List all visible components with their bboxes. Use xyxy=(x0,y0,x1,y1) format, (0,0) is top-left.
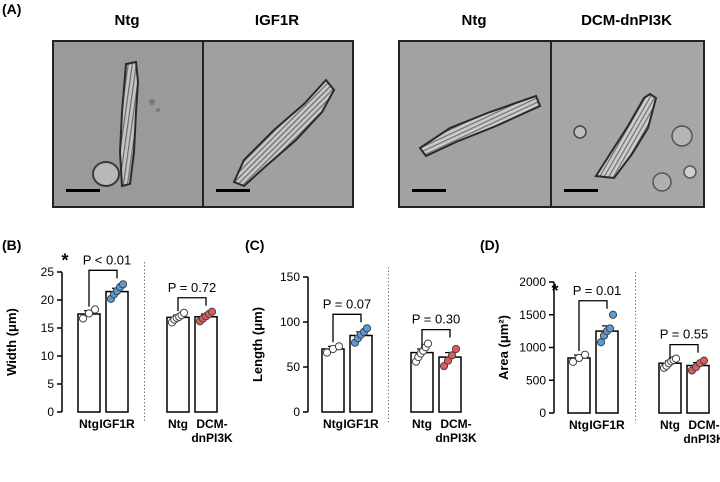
data-point xyxy=(84,309,94,318)
micrograph-dcm-dnpi3k xyxy=(550,40,705,208)
y-tick-label: 1000 xyxy=(519,341,546,355)
x-tick-label: Ntg xyxy=(569,418,589,432)
micrograph-ntg-2 xyxy=(398,40,552,208)
data-point xyxy=(179,308,189,317)
micrograph-title-dcm-dnpi3k: DCM-dnPI3K xyxy=(581,12,672,29)
p-value-label: P = 0.72 xyxy=(168,280,217,295)
data-point xyxy=(439,362,449,371)
p-value-label: P = 0.07 xyxy=(323,296,372,311)
data-point xyxy=(334,342,344,351)
micrograph-title-ntg-1: Ntg xyxy=(114,12,140,29)
data-point xyxy=(608,310,618,319)
data-point xyxy=(568,357,578,367)
significance-bracket xyxy=(578,300,608,352)
data-point xyxy=(362,324,372,333)
y-tick-label: 15 xyxy=(41,321,55,335)
y-tick-label: 150 xyxy=(280,270,300,284)
x-tick-label: Ntg xyxy=(412,417,432,431)
p-value-label: P = 0.01 xyxy=(573,283,622,298)
cardiomyocyte-image xyxy=(92,60,160,188)
panel-b-letter: (B) xyxy=(2,237,22,253)
cardiomyocyte-image xyxy=(232,78,336,188)
x-tick-label: Ntg xyxy=(660,418,680,432)
significance-star: * xyxy=(61,250,68,270)
significance-star: * xyxy=(551,281,558,301)
panel-d-letter: (D) xyxy=(480,237,500,253)
y-tick-label: 0 xyxy=(539,406,546,420)
x-tick-label: DCM- xyxy=(196,417,227,431)
data-point xyxy=(207,307,217,316)
micrograph-title-igf1r: IGF1R xyxy=(254,12,300,29)
bar xyxy=(166,316,190,413)
data-point xyxy=(580,350,590,359)
data-point xyxy=(443,356,453,365)
x-tick-label: IGF1R xyxy=(343,417,379,431)
p-value-label: P < 0.01 xyxy=(83,252,132,267)
scale-bar xyxy=(66,189,100,192)
y-tick-label: 100 xyxy=(280,315,300,329)
cardiomyocyte-image xyxy=(573,92,697,192)
micrograph-title-ntg-2: Ntg xyxy=(461,12,487,29)
panel-a-letter: (A) xyxy=(2,1,22,17)
x-tick-label: dnPI3K xyxy=(435,431,477,445)
data-point xyxy=(90,305,100,314)
x-tick-label: dnPI3K xyxy=(191,431,233,445)
data-point xyxy=(118,280,128,289)
x-tick-label: Ntg xyxy=(79,417,99,431)
data-point xyxy=(699,356,709,365)
y-tick-label: 1500 xyxy=(519,308,546,322)
x-tick-label: IGF1R xyxy=(99,417,135,431)
y-axis-label: Area (μm²) xyxy=(496,315,511,380)
y-tick-label: 50 xyxy=(287,360,301,374)
scale-bar xyxy=(412,189,446,192)
data-point xyxy=(671,354,681,363)
x-tick-label: DCM- xyxy=(688,418,719,432)
x-tick-label: Ntg xyxy=(168,417,188,431)
x-tick-label: dnPI3K xyxy=(683,432,720,446)
y-axis-label: Width (μm) xyxy=(4,308,19,376)
x-tick-label: Ntg xyxy=(323,417,343,431)
x-tick-label: IGF1R xyxy=(589,418,625,432)
y-tick-label: 20 xyxy=(41,293,55,307)
y-tick-label: 5 xyxy=(47,377,54,391)
y-axis-label: Length (μm) xyxy=(250,307,265,382)
y-tick-label: 25 xyxy=(41,265,55,279)
data-point xyxy=(451,344,461,354)
bar xyxy=(349,334,373,413)
significance-bracket xyxy=(332,313,362,343)
data-point xyxy=(423,339,433,348)
significance-bracket xyxy=(421,328,451,349)
y-tick-label: 500 xyxy=(526,373,546,387)
bar xyxy=(321,348,345,413)
scale-bar xyxy=(564,189,598,192)
y-tick-label: 10 xyxy=(41,349,55,363)
scale-bar xyxy=(216,189,250,192)
p-value-label: P = 0.30 xyxy=(412,312,461,327)
x-tick-label: DCM- xyxy=(440,417,471,431)
y-tick-label: 0 xyxy=(47,405,54,419)
significance-bracket xyxy=(177,297,207,312)
y-tick-label: 0 xyxy=(293,405,300,419)
micrograph-ntg-1 xyxy=(52,40,204,208)
data-point xyxy=(596,338,606,347)
data-point xyxy=(605,324,615,333)
bar xyxy=(567,357,591,414)
bar xyxy=(105,290,129,413)
significance-bracket xyxy=(669,343,699,359)
panel-c-letter: (C) xyxy=(245,237,265,253)
micrograph-igf1r xyxy=(202,40,354,208)
data-point xyxy=(322,348,332,357)
cardiomyocyte-image xyxy=(418,94,542,158)
y-tick-label: 2000 xyxy=(519,275,546,289)
significance-bracket xyxy=(88,269,118,307)
bar xyxy=(77,313,101,413)
data-point xyxy=(447,351,457,360)
bar xyxy=(194,316,218,413)
data-point xyxy=(78,314,88,323)
p-value-label: P = 0.55 xyxy=(660,327,709,342)
